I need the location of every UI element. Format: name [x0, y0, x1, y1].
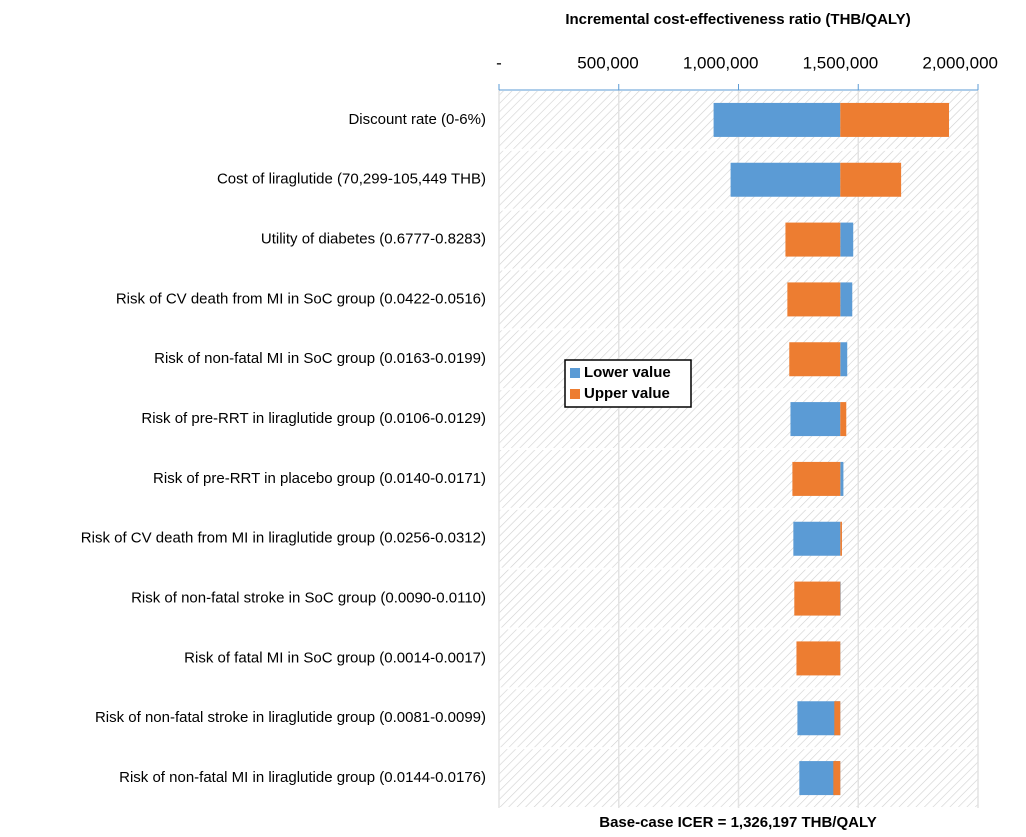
- bar: [840, 102, 950, 137]
- legend: Lower value Upper value: [564, 359, 692, 408]
- category-label: Risk of fatal MI in SoC group (0.0014-0.…: [184, 649, 486, 666]
- bar: [840, 282, 853, 317]
- legend-swatch: [570, 368, 580, 378]
- legend-swatch: [570, 389, 580, 399]
- bar: [794, 581, 841, 616]
- category-label: Risk of non-fatal MI in liraglutide grou…: [119, 769, 486, 786]
- x-tick-label: 1,500,000: [803, 53, 879, 72]
- legend-label: Upper value: [584, 385, 670, 402]
- bar: [787, 282, 841, 317]
- bar: [834, 701, 841, 736]
- category-label: Utility of diabetes (0.6777-0.8283): [261, 231, 486, 248]
- x-tick-label: 2,000,000: [922, 53, 998, 72]
- category-label: Risk of non-fatal MI in SoC group (0.016…: [154, 350, 486, 367]
- bar: [840, 521, 842, 556]
- category-label: Risk of CV death from MI in SoC group (0…: [116, 290, 486, 307]
- bar: [840, 461, 844, 496]
- legend-box: [564, 359, 692, 408]
- category-label: Discount rate (0-6%): [348, 111, 486, 128]
- bar: [789, 342, 841, 377]
- x-tick-label: -: [496, 53, 502, 72]
- bar: [797, 701, 841, 736]
- note-value: 1,326,197: [731, 814, 798, 831]
- category-label: Risk of non-fatal stroke in SoC group (0…: [131, 590, 486, 607]
- plot-area: - 500,000 1,000,000 1,500,000 2,000,000 Disco…: [81, 53, 998, 808]
- note-unit: THB/QALY: [801, 814, 876, 831]
- bar: [833, 761, 841, 796]
- bar: [713, 102, 841, 137]
- category-label: Risk of CV death from MI in liraglutide …: [81, 530, 486, 547]
- category-label: Risk of pre-RRT in liraglutide group (0.…: [141, 410, 486, 427]
- footnote: Base-case ICER = 1,326,197 THB/QALY: [599, 814, 877, 831]
- legend-label: Lower value: [584, 364, 671, 381]
- x-tick-label: 1,000,000: [683, 53, 759, 72]
- category-label: Cost of liraglutide (70,299-105,449 THB): [217, 171, 486, 188]
- category-label: Risk of pre-RRT in placebo group (0.0140…: [153, 470, 486, 487]
- bar: [840, 402, 847, 437]
- bar: [785, 222, 841, 257]
- bar: [796, 641, 841, 676]
- bar: [793, 521, 841, 556]
- note-prefix: Base-case ICER =: [599, 814, 726, 831]
- bar: [730, 162, 841, 197]
- bar: [840, 342, 848, 377]
- bar: [790, 402, 841, 437]
- bar: [840, 162, 902, 197]
- x-tick-label: 500,000: [577, 53, 638, 72]
- bar: [792, 461, 841, 496]
- category-label: Risk of non-fatal stroke in liraglutide …: [95, 709, 486, 726]
- bar: [840, 222, 854, 257]
- chart-title: Incremental cost-effectiveness ratio (TH…: [565, 11, 910, 28]
